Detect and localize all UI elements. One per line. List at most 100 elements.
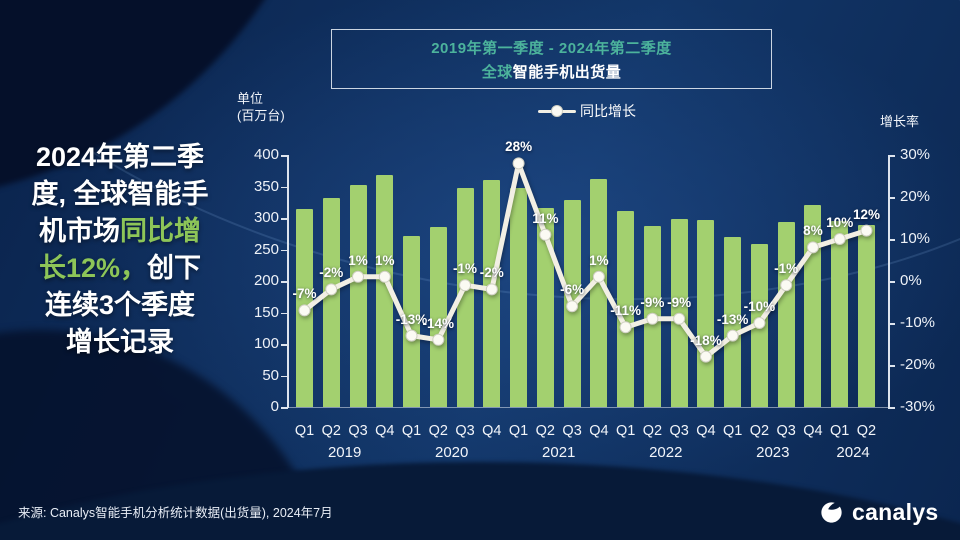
left-axis-tick (281, 375, 288, 377)
right-axis-tick (888, 197, 895, 199)
growth-point-marker (352, 270, 365, 283)
headline-highlight: 长12%， (38, 253, 148, 283)
growth-point-marker (405, 329, 418, 342)
growth-point-marker (806, 241, 819, 254)
left-axis-tick-label: 150 (253, 303, 279, 321)
quarter-label: Q2 (428, 423, 448, 439)
growth-point-marker (512, 157, 525, 170)
shipment-bar (831, 220, 849, 407)
quarter-label: Q2 (321, 423, 341, 439)
growth-point-marker (726, 329, 739, 342)
quarter-label: Q2 (642, 423, 663, 439)
growth-point-marker (646, 312, 659, 325)
growth-point-marker (459, 279, 472, 292)
left-axis-tick (281, 407, 288, 409)
right-axis-tick-label: 20% (900, 188, 931, 205)
growth-point-label: -11% (610, 303, 641, 319)
left-axis-title-line1: 单位 (237, 91, 264, 106)
growth-point-label: 1% (375, 252, 395, 268)
canalys-logo-icon (821, 502, 842, 523)
quarter-label: Q1 (830, 423, 850, 439)
line-marker-icon (538, 104, 576, 118)
right-axis-tick (888, 407, 895, 409)
growth-point-label: -14% (422, 315, 455, 331)
quarter-label: Q2 (749, 423, 770, 439)
left-axis-tick (281, 281, 288, 283)
left-axis-tick (281, 218, 288, 220)
headline-line: 机市场同比增 (6, 213, 234, 250)
source-note: 来源: Canalys智能手机分析统计数据(出货量), 2024年7月 (18, 506, 333, 520)
growth-point-label: -7% (292, 286, 317, 302)
growth-point-marker (860, 224, 873, 237)
shipment-bar (617, 211, 635, 407)
shipment-bar (429, 227, 447, 407)
quarter-label: Q2 (856, 423, 877, 439)
legend-label: 同比增长 (580, 103, 636, 119)
chart-title-segment: 智能手机出货量 (512, 63, 622, 81)
left-axis-tick (281, 249, 288, 251)
headline-line: 2024年第二季 (6, 139, 234, 176)
growth-point-marker (619, 321, 632, 334)
growth-point-marker (566, 300, 579, 313)
growth-point-marker (325, 283, 338, 296)
shipment-bar (590, 178, 608, 407)
headline-line: 度, 全球智能手 (6, 176, 234, 213)
right-axis-tick-label: 30% (900, 146, 931, 163)
growth-point-marker (432, 333, 445, 346)
headline-highlight: 同比增 (120, 216, 201, 246)
right-axis-tick (888, 239, 895, 241)
growth-point-label: -2% (479, 265, 504, 281)
year-label: 2019 (327, 444, 362, 461)
quarter-label: Q3 (348, 423, 368, 439)
right-axis-tick-label: -10% (900, 314, 936, 331)
growth-point-label: -1% (774, 261, 799, 277)
growth-line (302, 160, 869, 360)
shipment-bar (376, 174, 394, 407)
quarter-label: Q2 (535, 423, 555, 439)
left-axis-tick (281, 312, 288, 314)
shipment-bar (403, 235, 421, 407)
year-label: 2024 (836, 444, 870, 461)
quarter-label: Q4 (375, 423, 395, 439)
growth-line-chart (298, 157, 873, 363)
shipment-bar (456, 187, 474, 407)
growth-point-marker (539, 228, 552, 241)
canalys-logo: canalys (818, 499, 939, 526)
chart-date-range: 2019年第一季度 - 2024年第二季度 (431, 39, 672, 57)
growth-point-marker (780, 279, 793, 292)
shipment-bar (536, 207, 554, 407)
growth-point-marker (592, 270, 605, 283)
headline-text: 2024年第二季 度, 全球智能手 机市场同比增 长12%，创下 连续3个季度 增长记录 (6, 139, 234, 361)
year-label: 2021 (542, 444, 576, 461)
growth-point-label: -6% (560, 282, 585, 298)
growth-point-label: -13% (395, 311, 428, 327)
x-axis-baseline (288, 407, 888, 408)
shipment-bar (857, 224, 875, 407)
quarter-label: Q4 (482, 423, 502, 439)
right-axis-tick (888, 323, 895, 325)
chart-title-box: 2019年第一季度 - 2024年第二季度 全球智能手机出货量 (331, 29, 772, 89)
headline-line: 连续3个季度 (6, 287, 234, 324)
shipment-bar (349, 185, 367, 407)
growth-point-label: 8% (803, 223, 823, 239)
right-axis-title: 增长率 (880, 114, 920, 129)
headline-segment: 增长记录 (66, 327, 174, 357)
quarter-label: Q1 (508, 423, 529, 439)
chart-plot-area: -7% -2% 1% 1% -13% -14% -1% -2% 28% 11% -6% 1% -11% -… (288, 139, 888, 407)
headline-segment: 连续3个季度 (44, 290, 196, 320)
growth-point-label: -10% (743, 299, 776, 314)
right-axis-tick-label: -20% (900, 356, 936, 373)
headline-segment: 2024年第二季 (35, 142, 205, 172)
growth-point-label: 10% (826, 215, 854, 230)
left-axis-tick-label: 100 (253, 335, 279, 352)
left-axis-tick-label: 200 (253, 272, 279, 289)
left-axis-tick (281, 155, 288, 157)
right-axis-tick-label: 0% (900, 272, 922, 289)
quarter-label: Q1 (401, 423, 422, 439)
left-axis-tick (281, 344, 288, 346)
quarter-label: Q3 (562, 423, 582, 439)
growth-point-marker (673, 312, 686, 325)
quarter-label: Q1 (294, 423, 315, 439)
growth-point-label: -18% (690, 332, 722, 348)
left-axis-tick (281, 186, 288, 188)
